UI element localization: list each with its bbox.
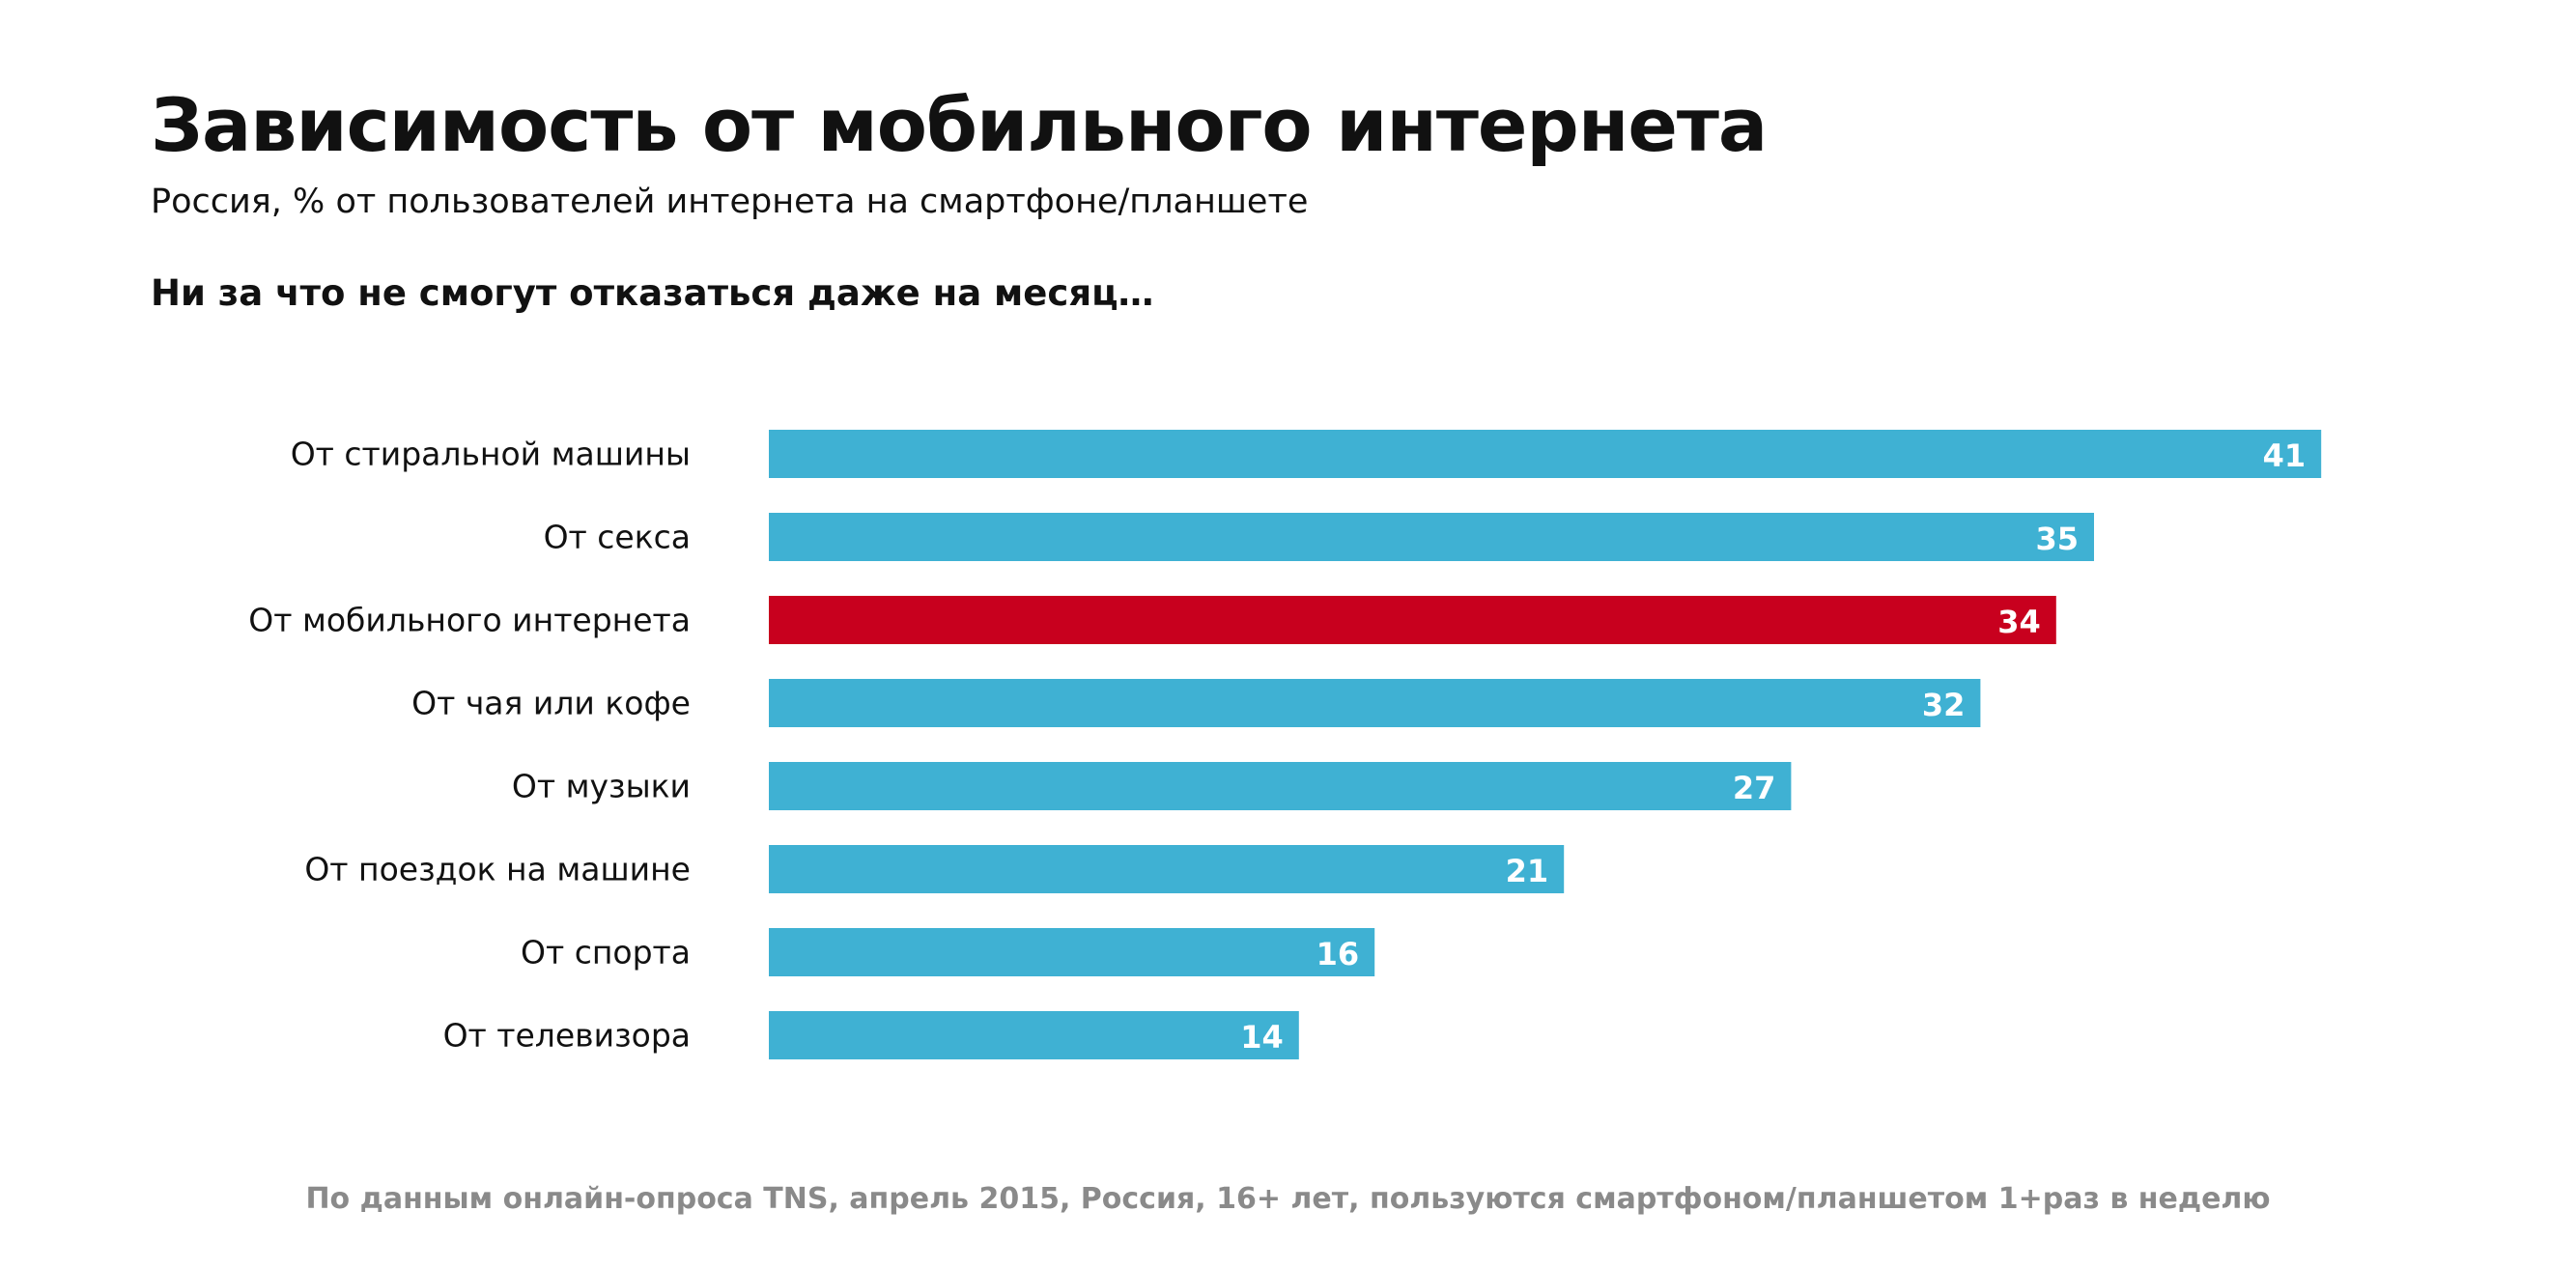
source-note: По данным онлайн-опроса TNS, апрель 2015… — [305, 1182, 2271, 1216]
category-label: От спорта — [521, 934, 691, 972]
value-label: 21 — [1506, 853, 1549, 889]
value-label: 14 — [1240, 1019, 1284, 1056]
category-label: От стиральной машины — [291, 436, 691, 473]
bar — [769, 928, 1375, 976]
bar-highlight — [769, 596, 2056, 644]
category-label: От чая или кофе — [411, 685, 691, 722]
page-title: Зависимость от мобильного интернета — [151, 82, 1768, 168]
chart-question: Ни за что не смогут отказаться даже на м… — [151, 272, 1154, 314]
category-label: От мобильного интернета — [248, 602, 691, 639]
value-label: 16 — [1316, 936, 1360, 972]
category-label: От телевизора — [443, 1017, 691, 1055]
bar — [769, 762, 1792, 810]
bar — [769, 845, 1565, 893]
category-label: От поездок на машине — [304, 851, 691, 888]
page-subtitle: Россия, % от пользователей интернета на … — [151, 183, 1309, 221]
bar — [769, 513, 2094, 561]
category-label: От музыки — [512, 768, 691, 805]
value-label: 34 — [1997, 604, 2041, 640]
value-label: 35 — [2035, 521, 2079, 557]
value-label: 41 — [2263, 437, 2307, 474]
bar — [769, 1011, 1299, 1059]
value-label: 32 — [1922, 687, 1966, 723]
bar — [769, 430, 2322, 478]
value-label: 27 — [1733, 770, 1776, 806]
category-label: От секса — [544, 519, 691, 556]
bar — [769, 679, 1981, 727]
